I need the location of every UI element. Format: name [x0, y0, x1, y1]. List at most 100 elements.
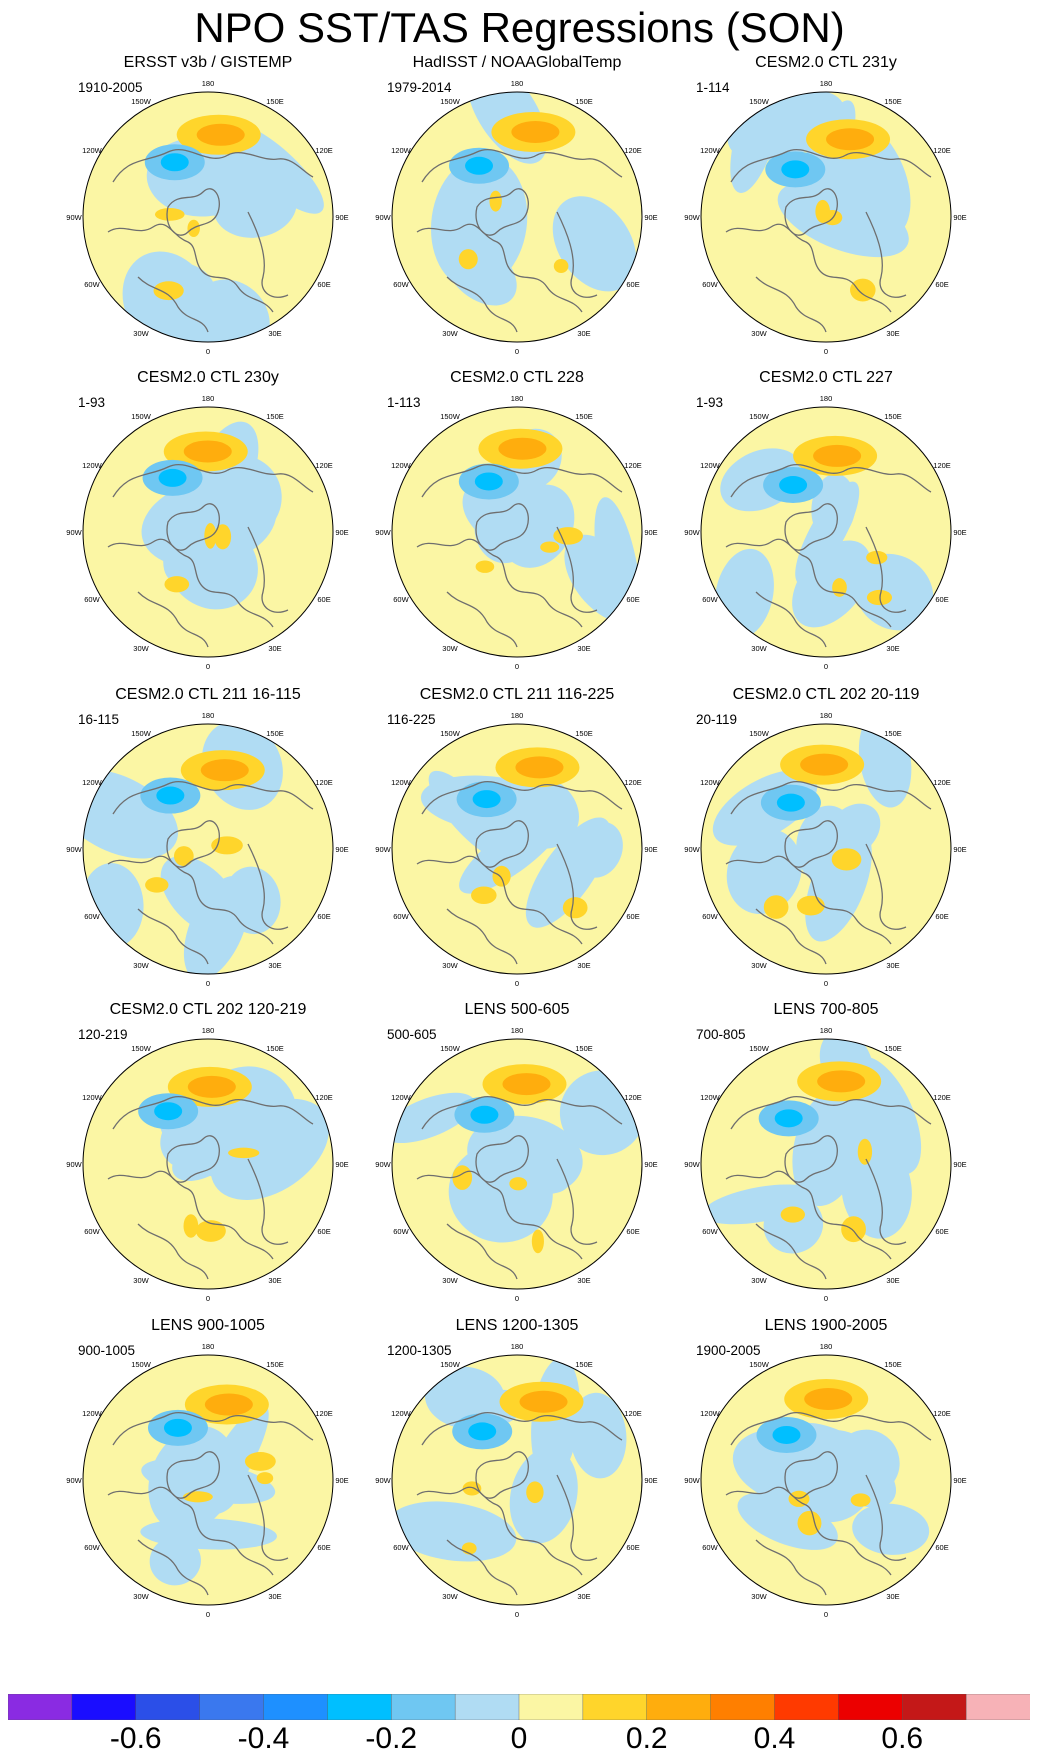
longitude-label: 150W: [749, 1044, 770, 1053]
anomaly-region: [477, 1149, 569, 1194]
anomaly-region: [763, 1196, 824, 1254]
longitude-label: 60E: [317, 595, 330, 604]
longitude-label: 90E: [644, 1160, 657, 1169]
coastline: [784, 188, 838, 236]
panel-years: 120-219: [78, 1027, 128, 1042]
longitude-label: 120W: [700, 778, 721, 787]
coastline: [416, 1486, 583, 1576]
coastline: [112, 149, 314, 183]
longitude-label: 120E: [933, 778, 951, 787]
coastline: [725, 538, 892, 628]
longitude-label: 180: [202, 79, 215, 88]
coastline: [421, 1096, 623, 1130]
longitude-label: 120W: [391, 1409, 412, 1418]
longitude-label: 150W: [131, 1360, 152, 1369]
warm-patch: [173, 846, 194, 867]
anomaly-region: [792, 540, 872, 628]
cold-anomaly-core: [474, 472, 503, 491]
longitude-label: 0: [206, 662, 210, 671]
coastline: [865, 1474, 907, 1561]
longitude-label: 60W: [393, 912, 409, 921]
longitude-label: 120W: [391, 1093, 412, 1102]
longitude-label: 30E: [268, 644, 281, 653]
warm-anomaly-core: [804, 1388, 853, 1411]
longitude-label: 0: [206, 1610, 210, 1619]
panel-years: 20-119: [696, 712, 737, 727]
longitude-label: 150E: [884, 412, 902, 421]
coastline: [784, 1135, 838, 1183]
map-border: [391, 406, 643, 658]
anomaly-region: [854, 553, 934, 631]
cold-anomaly-core: [160, 153, 189, 172]
coastline: [166, 188, 220, 236]
longitude-label: 0: [824, 662, 828, 671]
longitude-label: 30E: [886, 644, 899, 653]
coastline: [112, 1096, 314, 1130]
longitude-label: 150E: [575, 412, 593, 421]
longitude-label: 90E: [644, 528, 657, 537]
panel-years: 116-225: [387, 712, 436, 727]
cold-anomaly-core: [154, 1102, 183, 1121]
longitude-label: 60W: [702, 280, 718, 289]
warm-patch: [831, 848, 862, 871]
longitude-label: 180: [511, 1026, 524, 1035]
panel-years: 16-115: [78, 712, 119, 727]
longitude-label: 30E: [268, 1592, 281, 1601]
panel-title: LENS 900-1005: [151, 1317, 265, 1334]
coastline: [112, 464, 314, 498]
colorbar-swatch: [8, 1694, 73, 1720]
longitude-label: 60W: [393, 1227, 409, 1236]
longitude-label: 0: [515, 1610, 519, 1619]
longitude-label: 90W: [375, 213, 391, 222]
longitude-label: 30E: [886, 329, 899, 338]
longitude-label: 60E: [626, 595, 639, 604]
colorbar-swatch: [902, 1694, 967, 1720]
longitude-label: 60E: [317, 1227, 330, 1236]
warm-patch: [164, 576, 190, 593]
colorbar-swatch: [710, 1694, 776, 1720]
warm-anomaly-core: [183, 440, 232, 463]
map-panel: 180 150E 120E 90E 60E 30E 0 30W 60W 90W 120W 150W LE…: [375, 1001, 657, 1303]
longitude-label: 90E: [953, 1160, 966, 1169]
coastline: [730, 464, 932, 498]
longitude-label: 60E: [935, 280, 948, 289]
panel-title: CESM2.0 CTL 202 20-119: [733, 686, 920, 703]
longitude-label: 180: [202, 711, 215, 720]
coastline: [247, 843, 289, 930]
coastline: [475, 188, 529, 236]
longitude-label: 60W: [702, 595, 718, 604]
coastline: [755, 908, 827, 965]
longitude-label: 150E: [575, 97, 593, 106]
coastline: [166, 1135, 220, 1183]
coastline: [446, 1539, 518, 1596]
warm-patch: [145, 877, 169, 893]
warm-patch: [850, 278, 876, 302]
longitude-label: 150E: [884, 1360, 902, 1369]
longitude-label: 90W: [66, 845, 82, 854]
map-border: [391, 1038, 643, 1290]
longitude-label: 60W: [702, 912, 718, 921]
map-panel: 180 150E 120E 90E 60E 30E 0 30W 60W 90W 120W 150W LE…: [684, 1317, 966, 1619]
anomaly-region: [569, 1392, 627, 1479]
panel-title: CESM2.0 CTL 211 116-225: [420, 686, 615, 703]
longitude-label: 150E: [266, 412, 284, 421]
longitude-label: 30W: [133, 1276, 149, 1285]
warm-patch: [553, 527, 583, 545]
longitude-label: 150W: [131, 729, 152, 738]
longitude-label: 150E: [266, 729, 284, 738]
longitude-label: 30E: [886, 961, 899, 970]
longitude-label: 90W: [684, 1160, 700, 1169]
panel-years: 500-605: [387, 1027, 437, 1042]
panel-years: 1979-2014: [387, 80, 452, 95]
warm-anomaly-core: [196, 123, 245, 146]
longitude-label: 60W: [84, 280, 100, 289]
warm-patch: [256, 1472, 274, 1485]
longitude-label: 180: [820, 1026, 833, 1035]
colorbar: [8, 1694, 1030, 1720]
longitude-label: 30W: [442, 644, 458, 653]
warm-patch: [214, 524, 232, 550]
panel-years: 1200-1305: [387, 1343, 452, 1358]
panel-title: CESM2.0 CTL 231y: [755, 54, 897, 71]
longitude-label: 60E: [935, 1543, 948, 1552]
coastline: [137, 591, 209, 648]
